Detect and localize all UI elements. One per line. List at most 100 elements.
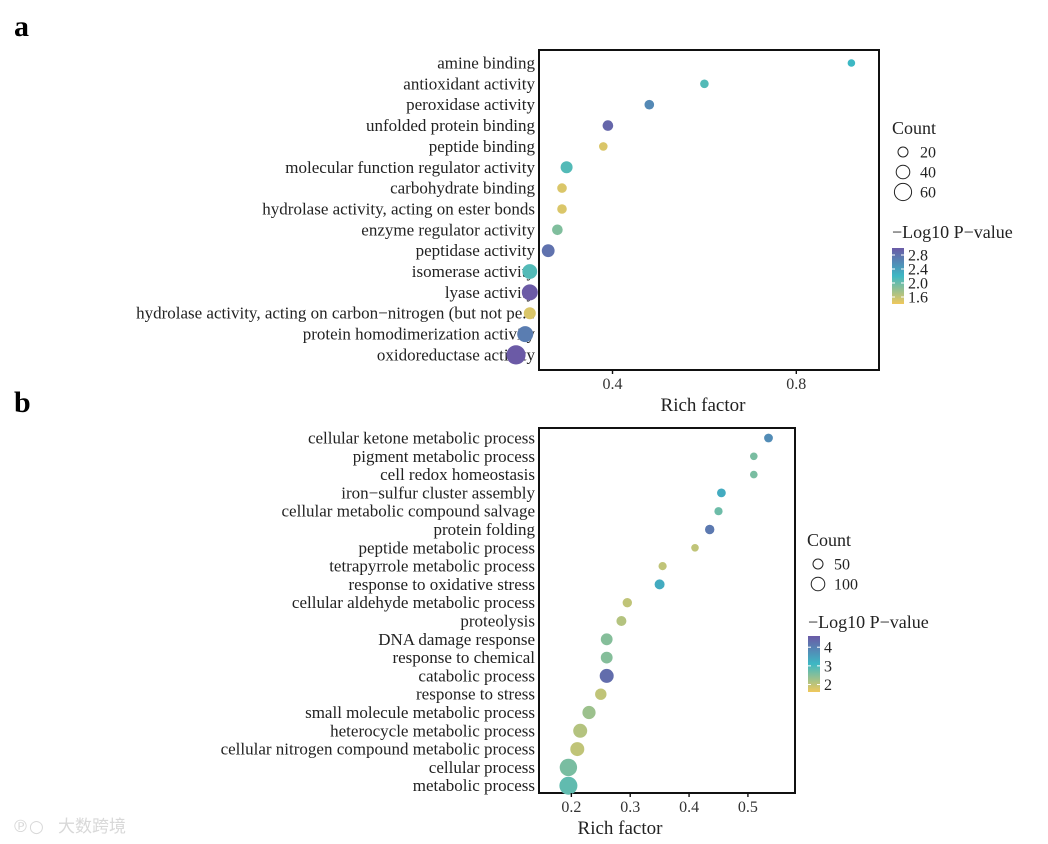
category-label: molecular function regulator activity: [285, 158, 535, 177]
category-label: protein homodimerization activity: [303, 325, 536, 344]
category-label: DNA damage response: [378, 630, 535, 649]
data-point: [654, 579, 665, 590]
category-label: heterocycle metabolic process: [330, 721, 535, 740]
size-legend-title: Count: [807, 530, 851, 550]
category-label: pigment metabolic process: [353, 447, 535, 466]
plot-frame: [538, 427, 796, 794]
watermark: ℗○ 大数跨境: [12, 817, 126, 837]
size-legend-circle: [897, 146, 909, 158]
data-point: [523, 307, 536, 320]
size-legend-label: 100: [834, 577, 858, 594]
color-legend-label: 2.4: [908, 262, 928, 279]
data-point: [714, 507, 723, 516]
category-label: protein folding: [433, 520, 535, 539]
color-legend-bar: [892, 248, 904, 304]
category-label: hydrolase activity, acting on carbon−nit…: [136, 304, 535, 323]
data-point: [717, 488, 726, 498]
data-point: [622, 598, 632, 608]
data-point: [616, 616, 627, 626]
category-label: metabolic process: [413, 776, 535, 795]
x-axis-title: Rich factor: [661, 395, 747, 416]
category-label: cellular metabolic compound salvage: [282, 502, 536, 521]
category-label: carbohydrate binding: [390, 179, 535, 198]
size-legend-label: 60: [920, 185, 936, 202]
data-point: [560, 161, 573, 174]
category-label: cellular aldehyde metabolic process: [292, 593, 535, 612]
data-point: [644, 99, 655, 110]
watermark-logo-icon: ℗○: [12, 817, 44, 837]
size-legend-circle: [810, 576, 826, 592]
data-point: [750, 470, 758, 479]
x-tick-label: 0.2: [561, 799, 581, 816]
color-legend-label: 2.0: [908, 276, 928, 293]
category-label: isomerase activity: [412, 262, 536, 281]
size-legend-title: Count: [892, 118, 936, 138]
category-label: peptidase activity: [416, 241, 536, 260]
data-point: [506, 345, 526, 365]
size-legend-label: 40: [920, 165, 936, 182]
data-point: [705, 524, 715, 535]
category-label: peptide metabolic process: [358, 538, 535, 557]
x-tick-label: 0.3: [620, 799, 640, 816]
category-label: enzyme regulator activity: [361, 220, 535, 239]
panel-b-chart: cellular ketone metabolic processpigment…: [221, 427, 929, 839]
data-point: [573, 723, 588, 738]
data-point: [557, 204, 567, 214]
size-legend-label: 20: [920, 145, 936, 162]
color-legend-label: 1.6: [908, 290, 928, 307]
size-legend-circle: [812, 558, 824, 570]
x-tick-label: 0.8: [786, 376, 806, 393]
data-point: [600, 651, 613, 664]
category-label: antioxidant activity: [403, 74, 535, 93]
data-point: [570, 742, 585, 757]
color-legend-title: −Log10 P−value: [808, 612, 929, 632]
x-tick-label: 0.4: [679, 799, 699, 816]
category-label: cellular nitrogen compound metabolic pro…: [221, 740, 535, 759]
data-point: [602, 120, 614, 131]
data-point: [700, 79, 709, 89]
color-legend-label: 3: [824, 658, 832, 675]
watermark-text: 大数跨境: [58, 817, 126, 837]
category-label: catabolic process: [418, 666, 535, 685]
data-point: [557, 183, 567, 193]
data-point: [517, 326, 534, 343]
data-point: [764, 433, 773, 443]
category-label: hydrolase activity, acting on ester bond…: [262, 199, 535, 218]
data-point: [559, 776, 578, 795]
data-point: [522, 264, 538, 279]
size-legend-label: 50: [834, 557, 850, 574]
color-legend-label: 2: [824, 677, 832, 694]
panel-label-a: a: [14, 10, 29, 43]
category-label: peroxidase activity: [406, 95, 535, 114]
category-label: response to oxidative stress: [349, 575, 536, 594]
data-point: [658, 562, 667, 571]
data-point: [521, 284, 538, 301]
color-legend-label: 4: [824, 640, 832, 657]
data-point: [559, 758, 578, 777]
size-legend-circle: [895, 164, 911, 180]
category-label: tetrapyrrole metabolic process: [329, 557, 535, 576]
x-axis-title: Rich factor: [578, 818, 664, 839]
category-label: oxidoreductase activity: [377, 345, 536, 364]
data-point: [595, 688, 607, 700]
data-point: [750, 452, 758, 461]
category-label: cellular ketone metabolic process: [308, 429, 535, 448]
color-legend-bar: [808, 636, 820, 692]
category-label: iron−sulfur cluster assembly: [341, 483, 535, 502]
category-label: amine binding: [437, 54, 535, 73]
data-point: [599, 668, 614, 683]
color-legend-label: 2.8: [908, 248, 928, 265]
data-point: [599, 142, 608, 151]
category-label: unfolded protein binding: [366, 116, 536, 135]
category-label: response to chemical: [392, 648, 535, 667]
color-legend-title: −Log10 P−value: [892, 222, 1013, 242]
data-point: [691, 544, 699, 552]
category-label: small molecule metabolic process: [305, 703, 535, 722]
data-point: [552, 224, 563, 236]
category-label: lyase activity: [445, 283, 536, 302]
data-point: [582, 705, 596, 720]
data-point: [541, 244, 555, 258]
data-point: [847, 59, 856, 67]
